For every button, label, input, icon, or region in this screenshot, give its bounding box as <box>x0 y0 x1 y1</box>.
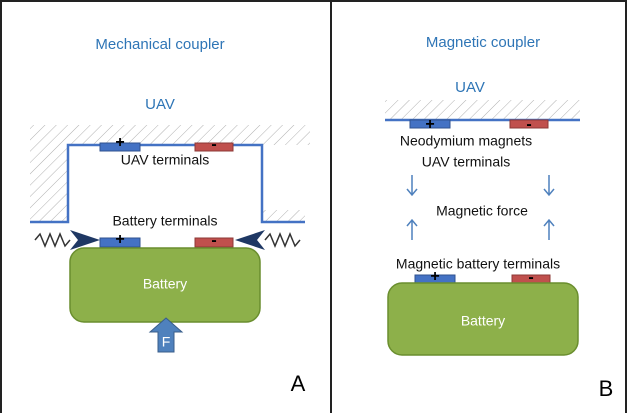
terminal-plus <box>99 237 141 248</box>
terminal-plus <box>409 119 451 129</box>
panel-label: B <box>599 376 614 401</box>
battery-terminals: Battery terminals <box>112 213 217 229</box>
force-label: F <box>162 334 171 350</box>
spring <box>264 232 301 248</box>
push-arrow <box>235 230 265 250</box>
terminal-minus <box>194 142 234 152</box>
uav-terminals: UAV terminals <box>422 154 510 170</box>
uav-body <box>30 143 305 224</box>
force-arrow <box>148 317 184 353</box>
sign: - <box>211 232 216 249</box>
hatch <box>30 125 310 222</box>
uav-label: UAV <box>455 79 485 96</box>
hatch <box>385 100 580 120</box>
sign: - <box>528 269 533 286</box>
battery-label: Battery <box>461 313 505 329</box>
uav-terminals: UAV terminals <box>121 152 209 168</box>
terminal-plus <box>99 142 141 152</box>
panel-b: Magnetic coupler UAV + - Neodymium magne… <box>385 34 613 401</box>
panel-a: Mechanical coupler UAV + - UAV terminals… <box>30 36 310 396</box>
uav-label: UAV <box>145 96 175 113</box>
magnets-label: Neodymium magnets <box>400 133 532 149</box>
battery-label: Battery <box>143 276 187 292</box>
title: Magnetic coupler <box>426 34 540 51</box>
terminal-minus <box>194 237 234 248</box>
push-arrow <box>70 230 100 250</box>
battery-terminals: Magnetic battery terminals <box>396 256 560 272</box>
sign: + <box>115 231 124 248</box>
force-arrows <box>406 175 555 240</box>
title: Mechanical coupler <box>95 36 224 53</box>
force-label: Magnetic force <box>436 203 528 219</box>
sign: + <box>425 116 434 133</box>
battery <box>387 282 579 356</box>
sign: - <box>526 116 531 133</box>
sign: + <box>115 134 124 151</box>
terminal-minus <box>509 119 549 129</box>
sign: - <box>211 136 216 153</box>
panel-label: A <box>291 371 306 396</box>
sign: + <box>430 268 439 285</box>
spring <box>34 232 71 248</box>
